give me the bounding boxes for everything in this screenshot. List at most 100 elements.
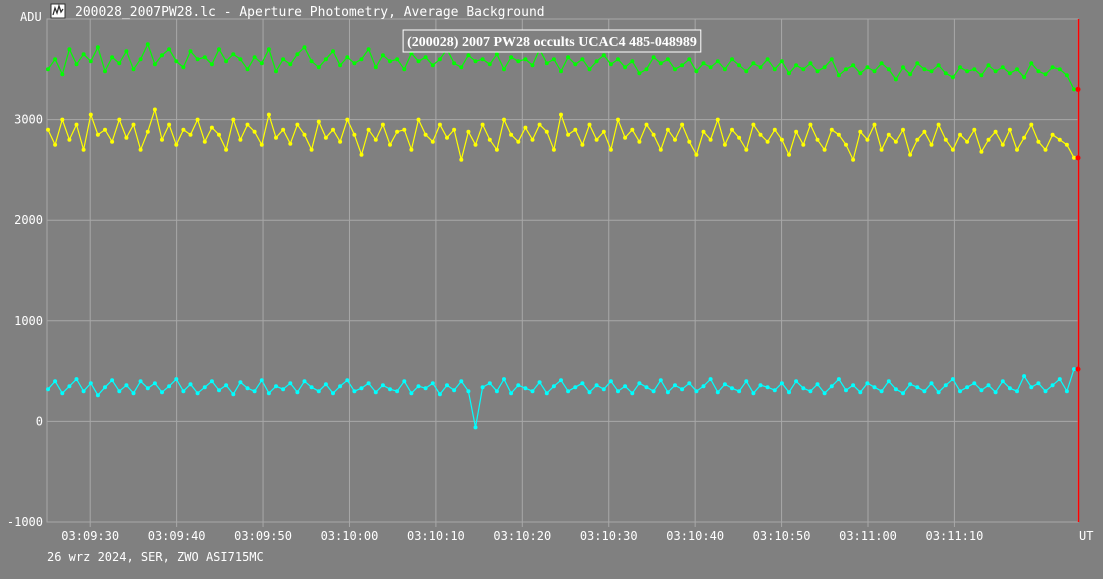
data-point bbox=[81, 389, 86, 394]
data-point bbox=[908, 72, 913, 77]
data-point bbox=[865, 137, 870, 142]
data-point bbox=[1000, 65, 1005, 70]
data-point bbox=[608, 62, 613, 67]
data-point bbox=[516, 383, 521, 388]
data-point bbox=[466, 53, 471, 58]
data-point bbox=[829, 127, 834, 132]
x-tick-label: 03:10:30 bbox=[580, 529, 638, 543]
cursor-marker bbox=[1075, 86, 1081, 92]
data-point bbox=[423, 132, 428, 137]
data-point bbox=[601, 129, 606, 134]
data-point bbox=[231, 117, 236, 122]
x-tick-label: 03:11:10 bbox=[926, 529, 984, 543]
data-point bbox=[1036, 381, 1041, 386]
data-point bbox=[915, 61, 920, 66]
app-icon[interactable] bbox=[50, 3, 66, 19]
data-point bbox=[537, 122, 542, 127]
data-point bbox=[651, 55, 656, 60]
data-point bbox=[530, 63, 535, 68]
data-point bbox=[1043, 147, 1048, 152]
data-point bbox=[958, 389, 962, 394]
data-point bbox=[765, 57, 770, 62]
data-point bbox=[487, 137, 492, 142]
data-point bbox=[430, 381, 435, 386]
data-point bbox=[901, 127, 905, 132]
data-point bbox=[338, 384, 343, 389]
data-point bbox=[238, 57, 243, 62]
data-point bbox=[103, 385, 107, 390]
data-point bbox=[751, 391, 756, 396]
data-point bbox=[473, 425, 478, 430]
data-point bbox=[644, 122, 649, 127]
data-point bbox=[266, 112, 271, 117]
data-point bbox=[445, 135, 449, 140]
data-point bbox=[117, 389, 122, 394]
data-point bbox=[409, 391, 414, 396]
data-point bbox=[851, 63, 856, 68]
data-point bbox=[388, 387, 392, 392]
data-point bbox=[309, 59, 314, 64]
data-point bbox=[893, 77, 898, 82]
x-tick-label: 03:09:30 bbox=[61, 529, 119, 543]
data-point bbox=[67, 384, 72, 389]
data-point bbox=[559, 378, 563, 383]
data-point bbox=[1050, 132, 1055, 137]
data-point bbox=[416, 59, 421, 64]
data-point bbox=[209, 62, 214, 67]
data-point bbox=[958, 65, 962, 70]
data-point bbox=[138, 147, 143, 152]
x-tick-label: 03:11:00 bbox=[839, 529, 897, 543]
data-point bbox=[829, 384, 834, 389]
data-point bbox=[95, 45, 100, 50]
data-point bbox=[345, 117, 350, 122]
data-point bbox=[808, 122, 813, 127]
data-point bbox=[452, 127, 457, 132]
data-point bbox=[1029, 122, 1034, 127]
data-point bbox=[958, 132, 962, 137]
data-point bbox=[623, 384, 628, 389]
data-point bbox=[1036, 139, 1041, 144]
data-point bbox=[167, 122, 172, 127]
y-tick-label: 2000 bbox=[14, 213, 43, 227]
data-point bbox=[986, 63, 991, 68]
data-point bbox=[815, 382, 820, 387]
x-tick-label: 03:10:50 bbox=[753, 529, 811, 543]
data-point bbox=[844, 388, 848, 393]
data-point bbox=[331, 391, 335, 396]
data-point bbox=[715, 117, 720, 122]
data-point bbox=[459, 157, 464, 162]
data-point bbox=[1015, 389, 1019, 394]
data-point bbox=[1036, 69, 1041, 74]
data-point bbox=[480, 385, 485, 390]
data-point bbox=[594, 383, 599, 388]
data-point bbox=[551, 57, 556, 62]
data-point bbox=[1022, 135, 1027, 140]
data-point bbox=[67, 47, 72, 52]
data-point bbox=[879, 389, 884, 394]
data-point bbox=[822, 65, 827, 70]
data-point bbox=[195, 117, 200, 122]
data-point bbox=[665, 390, 670, 395]
data-point bbox=[359, 152, 364, 157]
data-point bbox=[573, 127, 578, 132]
data-point bbox=[309, 147, 314, 152]
data-point bbox=[1015, 67, 1019, 72]
data-point bbox=[608, 147, 613, 152]
data-point bbox=[929, 69, 934, 74]
data-point bbox=[252, 55, 257, 60]
data-point bbox=[388, 59, 392, 64]
data-point bbox=[551, 147, 556, 152]
data-point bbox=[60, 117, 65, 122]
data-point bbox=[744, 147, 749, 152]
data-point bbox=[145, 129, 150, 134]
x-tick-label: 03:10:00 bbox=[321, 529, 379, 543]
data-point bbox=[708, 137, 713, 142]
data-point bbox=[124, 135, 129, 140]
data-point bbox=[815, 69, 820, 74]
data-point bbox=[274, 384, 278, 389]
data-point bbox=[138, 57, 143, 62]
data-point bbox=[701, 129, 706, 134]
data-point bbox=[701, 384, 706, 389]
